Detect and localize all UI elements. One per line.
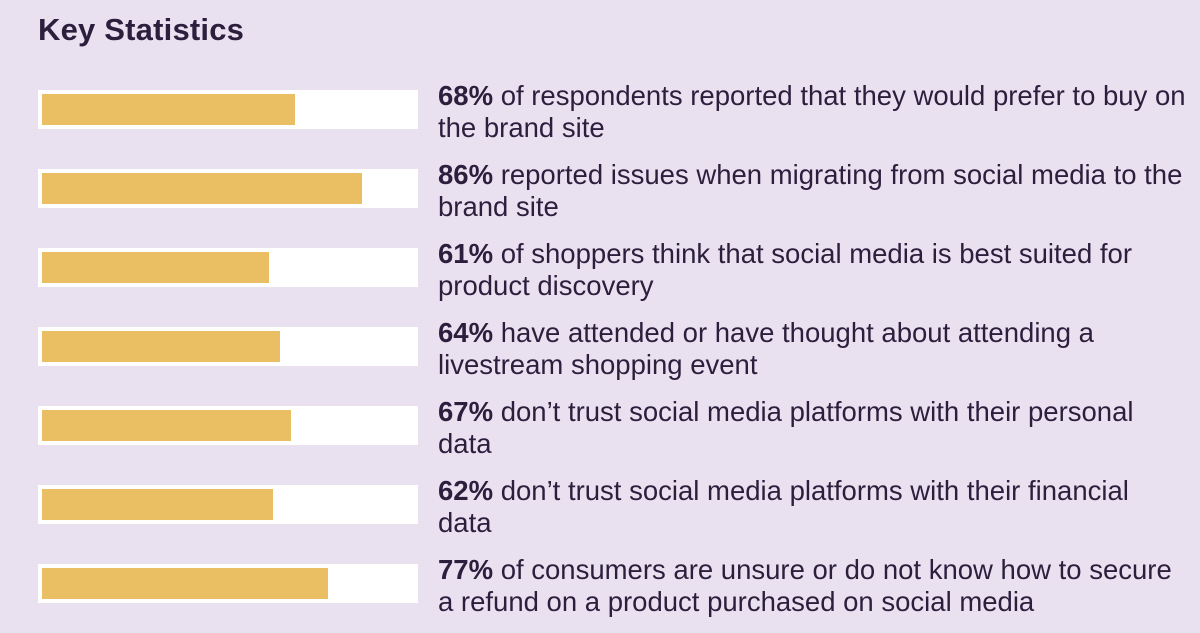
stat-percentage: 86% (438, 159, 494, 190)
bar-track (38, 327, 418, 366)
stat-list: 68% of respondents reported that they wo… (0, 80, 1200, 633)
stat-description: of consumers are unsure or do not know h… (438, 554, 1172, 617)
chart-title: Key Statistics (38, 12, 245, 47)
bar-track (38, 406, 418, 445)
stat-row: 67% don’t trust social media platforms w… (0, 396, 1200, 475)
bar-track (38, 169, 418, 208)
stat-row: 86% reported issues when migrating from … (0, 159, 1200, 238)
bar-fill (42, 173, 362, 204)
bar-fill (42, 331, 280, 362)
bar-fill (42, 94, 295, 125)
stat-percentage: 77% (438, 554, 494, 585)
stat-percentage: 62% (438, 475, 494, 506)
stat-text: 67% don’t trust social media platforms w… (438, 396, 1188, 460)
stat-description: of respondents reported that they would … (438, 80, 1186, 143)
stat-row: 64% have attended or have thought about … (0, 317, 1200, 396)
stat-text: 62% don’t trust social media platforms w… (438, 475, 1188, 539)
stat-text: 68% of respondents reported that they wo… (438, 80, 1188, 144)
stat-text: 64% have attended or have thought about … (438, 317, 1188, 381)
stat-description: have attended or have thought about atte… (438, 317, 1094, 380)
stat-description: don’t trust social media platforms with … (438, 396, 1134, 459)
stat-description: reported issues when migrating from soci… (438, 159, 1183, 222)
stat-description: of shoppers think that social media is b… (438, 238, 1132, 301)
stat-row: 68% of respondents reported that they wo… (0, 80, 1200, 159)
bar-track (38, 485, 418, 524)
stat-text: 61% of shoppers think that social media … (438, 238, 1188, 302)
stat-percentage: 67% (438, 396, 494, 427)
bar-track (38, 90, 418, 129)
stat-row: 77% of consumers are unsure or do not kn… (0, 554, 1200, 633)
bar-track (38, 248, 418, 287)
bar-fill (42, 568, 328, 599)
stat-percentage: 68% (438, 80, 494, 111)
stat-text: 77% of consumers are unsure or do not kn… (438, 554, 1188, 618)
bar-fill (42, 410, 291, 441)
bar-track (38, 564, 418, 603)
stat-row: 62% don’t trust social media platforms w… (0, 475, 1200, 554)
stat-text: 86% reported issues when migrating from … (438, 159, 1188, 223)
stat-row: 61% of shoppers think that social media … (0, 238, 1200, 317)
stat-percentage: 61% (438, 238, 494, 269)
stat-percentage: 64% (438, 317, 494, 348)
bar-fill (42, 489, 273, 520)
stat-description: don’t trust social media platforms with … (438, 475, 1129, 538)
bar-fill (42, 252, 269, 283)
